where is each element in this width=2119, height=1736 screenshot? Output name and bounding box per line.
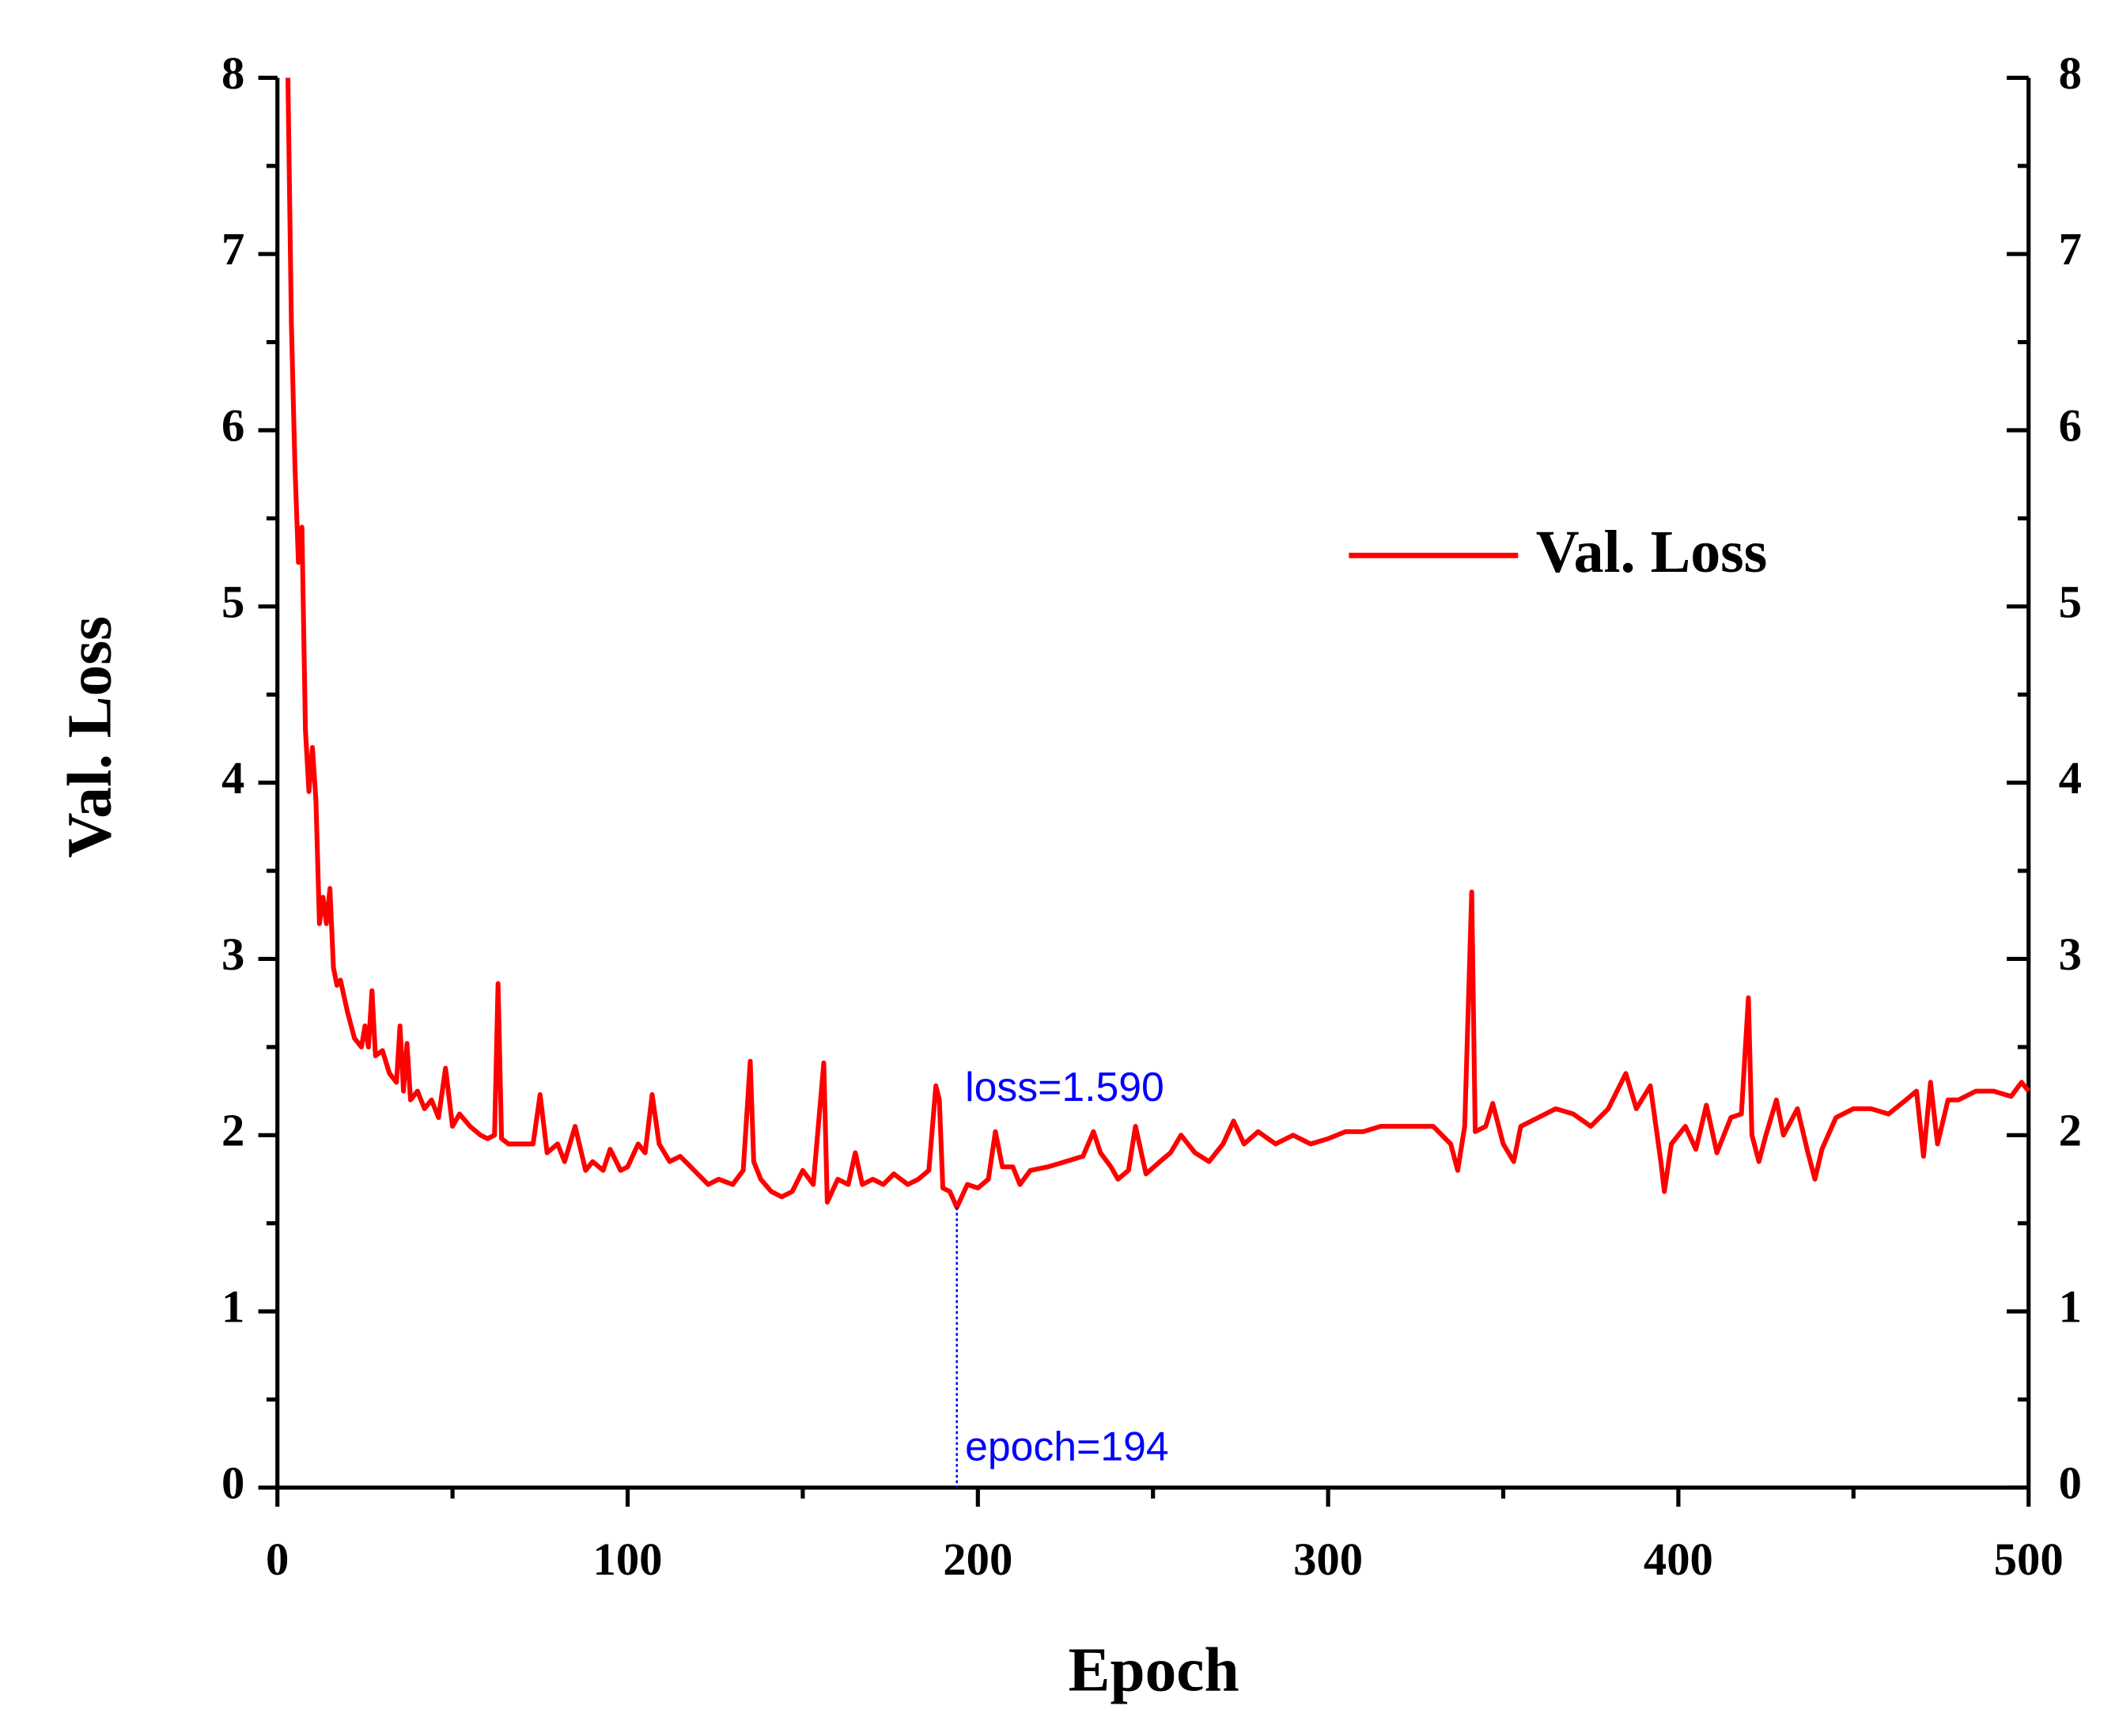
y-tick-label: 4 [221, 752, 244, 804]
y-axis-title: Val. Loss [55, 616, 124, 858]
y-tick-label-right: 7 [2059, 224, 2082, 275]
y-tick-label-right: 8 [2059, 47, 2082, 99]
y-tick-label-right: 5 [2059, 576, 2082, 627]
y-tick-label-right: 0 [2059, 1457, 2082, 1508]
x-axis-title: Epoch [1069, 1635, 1239, 1704]
x-tick-label: 200 [943, 1534, 1012, 1585]
y-tick-label-right: 3 [2059, 929, 2082, 980]
annotation: epoch=194 [965, 1423, 1169, 1469]
y-tick-label: 1 [221, 1281, 244, 1333]
y-tick-label: 8 [221, 47, 244, 99]
y-tick-label: 7 [221, 224, 244, 275]
legend-label: Val. Loss [1536, 519, 1768, 585]
data-line [285, 78, 2031, 1210]
x-tick-label: 500 [1994, 1534, 2064, 1585]
y-tick-label-right: 2 [2059, 1105, 2082, 1156]
x-tick-label: 400 [1644, 1534, 1713, 1585]
y-tick-label: 5 [221, 576, 244, 627]
x-tick-label: 0 [266, 1534, 289, 1585]
y-tick-label-right: 6 [2059, 399, 2082, 451]
annotation: loss=1.590 [965, 1064, 1164, 1110]
y-tick-label-right: 1 [2059, 1281, 2082, 1333]
y-tick-label: 0 [221, 1457, 244, 1508]
y-tick-label: 2 [221, 1105, 244, 1156]
y-tick-label-right: 4 [2059, 752, 2082, 804]
y-tick-label: 6 [221, 399, 244, 451]
x-tick-label: 300 [1293, 1534, 1363, 1585]
y-tick-label: 3 [221, 929, 244, 980]
x-tick-label: 100 [593, 1534, 663, 1585]
